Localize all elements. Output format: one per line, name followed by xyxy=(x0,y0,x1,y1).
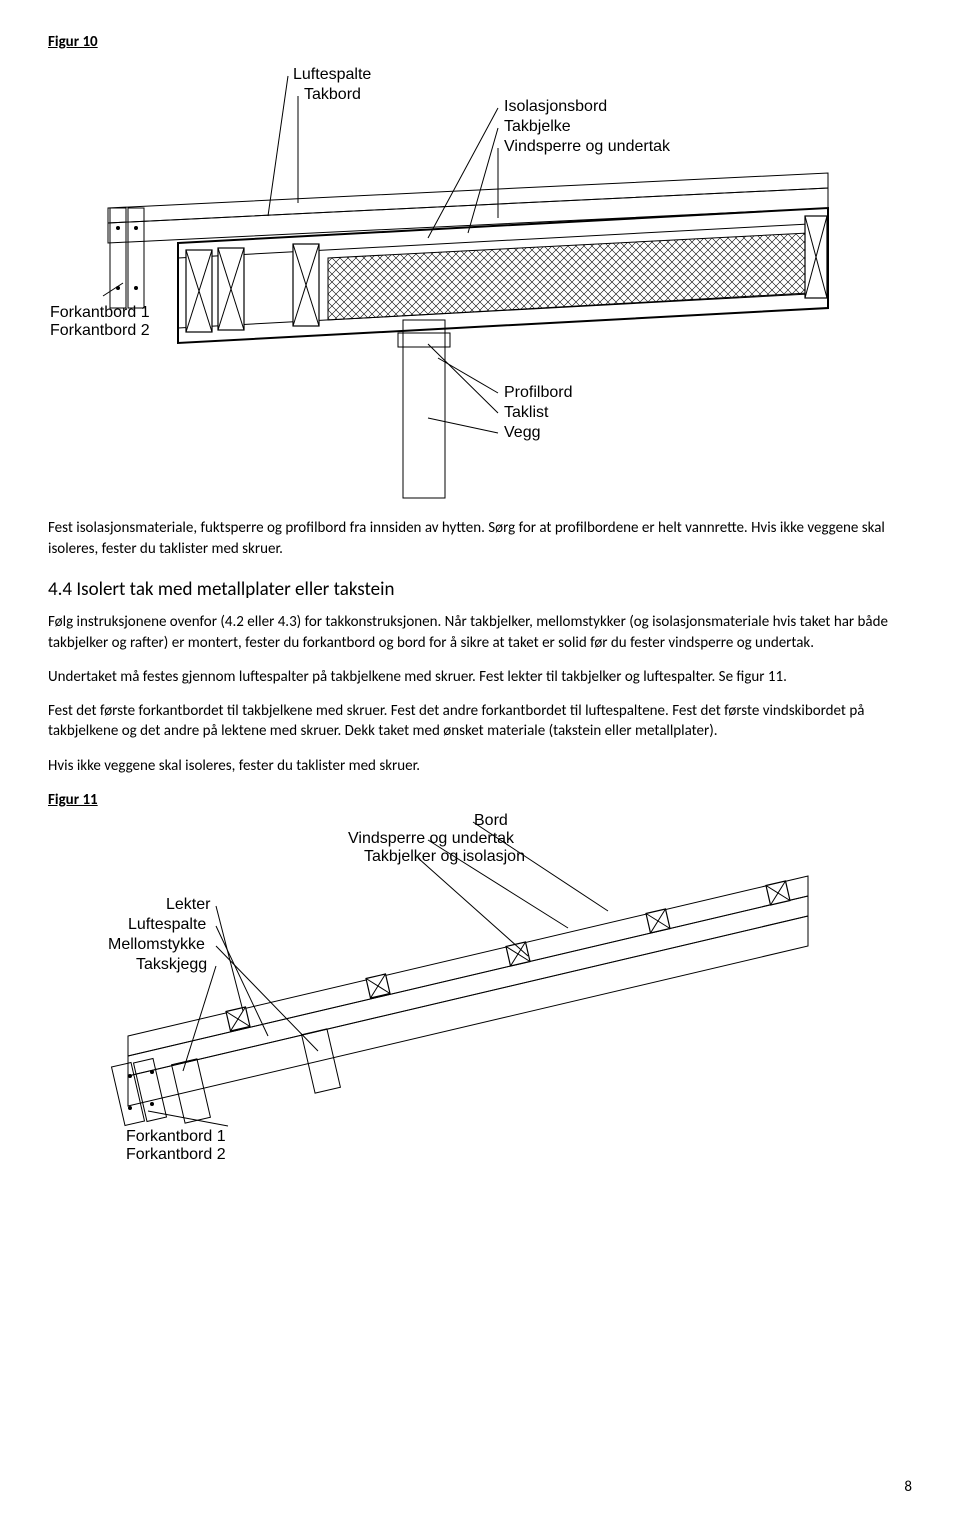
label-mellomstykke: Mellomstykke xyxy=(108,934,205,956)
body-paragraph-4: Fest det første forkantbordet til takbje… xyxy=(48,701,912,742)
label-vegg: Vegg xyxy=(504,422,540,444)
label-takbord: Takbord xyxy=(304,84,361,106)
label-taklist: Taklist xyxy=(504,402,548,424)
label-takskjegg: Takskjegg xyxy=(136,954,207,976)
label-forkant2: Forkantbord 2 xyxy=(50,320,150,342)
body-paragraph-3: Undertaket må festes gjennom luftespalte… xyxy=(48,667,912,687)
label-forkant2-11: Forkantbord 2 xyxy=(126,1144,226,1166)
label-lekter-11: Lekter xyxy=(166,894,210,916)
body-paragraph-1: Fest isolasjonsmateriale, fuktsperre og … xyxy=(48,518,912,559)
figure-10-diagram: Luftespalte Takbord Isolasjonsbord Takbj… xyxy=(68,58,848,498)
label-luftespalte: Luftespalte xyxy=(293,64,371,86)
figure-11-title: Figur 11 xyxy=(48,790,912,810)
label-profilbord: Profilbord xyxy=(504,382,572,404)
figure-11-diagram: Bord Vindsperre og undertak Takbjelker o… xyxy=(68,816,848,1146)
label-luftespalte-11: Luftespalte xyxy=(128,914,206,936)
label-isolasjonsbord: Isolasjonsbord xyxy=(504,96,607,118)
section-heading-4-4: 4.4 Isolert tak med metallplater eller t… xyxy=(48,577,912,603)
label-vindsperre: Vindsperre og undertak xyxy=(504,136,670,158)
label-takbjelker-11: Takbjelker og isolasjon xyxy=(364,846,525,868)
body-paragraph-5: Hvis ikke veggene skal isoleres, fester … xyxy=(48,756,912,776)
body-paragraph-2: Følg instruksjonene ovenfor (4.2 eller 4… xyxy=(48,612,912,653)
figure-10-title: Figur 10 xyxy=(48,32,912,52)
label-takbjelke: Takbjelke xyxy=(504,116,571,138)
page-number: 8 xyxy=(904,1477,912,1497)
